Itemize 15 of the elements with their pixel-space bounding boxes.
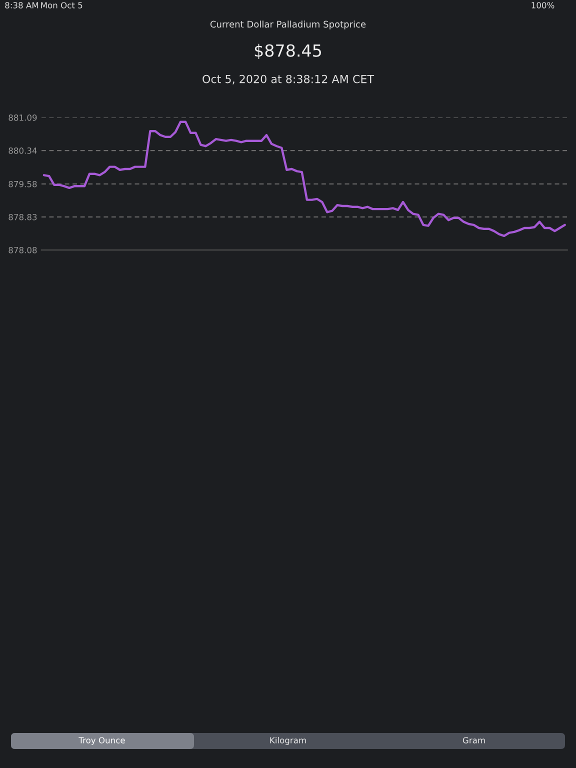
line-series: [42, 120, 566, 238]
text: Gram: [462, 737, 485, 744]
y-tick-label: 879.58: [8, 180, 37, 188]
y-tick-label: 881.09: [8, 114, 37, 121]
chart-title: Current Dollar Palladium Spotprice: [210, 20, 366, 30]
text: 8:38 AM: [5, 2, 38, 8]
text: Oct 5, 2020 at 8:38:12 AM CET: [202, 74, 374, 84]
y-tick-label: 880.34: [8, 147, 37, 154]
text: Kilogram: [270, 736, 306, 746]
y-tick-label: 878.08: [8, 246, 37, 254]
y-tick-label: 878.83: [8, 214, 37, 220]
chart-subtitle: $878.45: [254, 44, 322, 60]
text: Mon Oct 5: [41, 2, 82, 8]
text: Troy Ounce: [78, 737, 125, 746]
text: 100%: [532, 2, 554, 8]
